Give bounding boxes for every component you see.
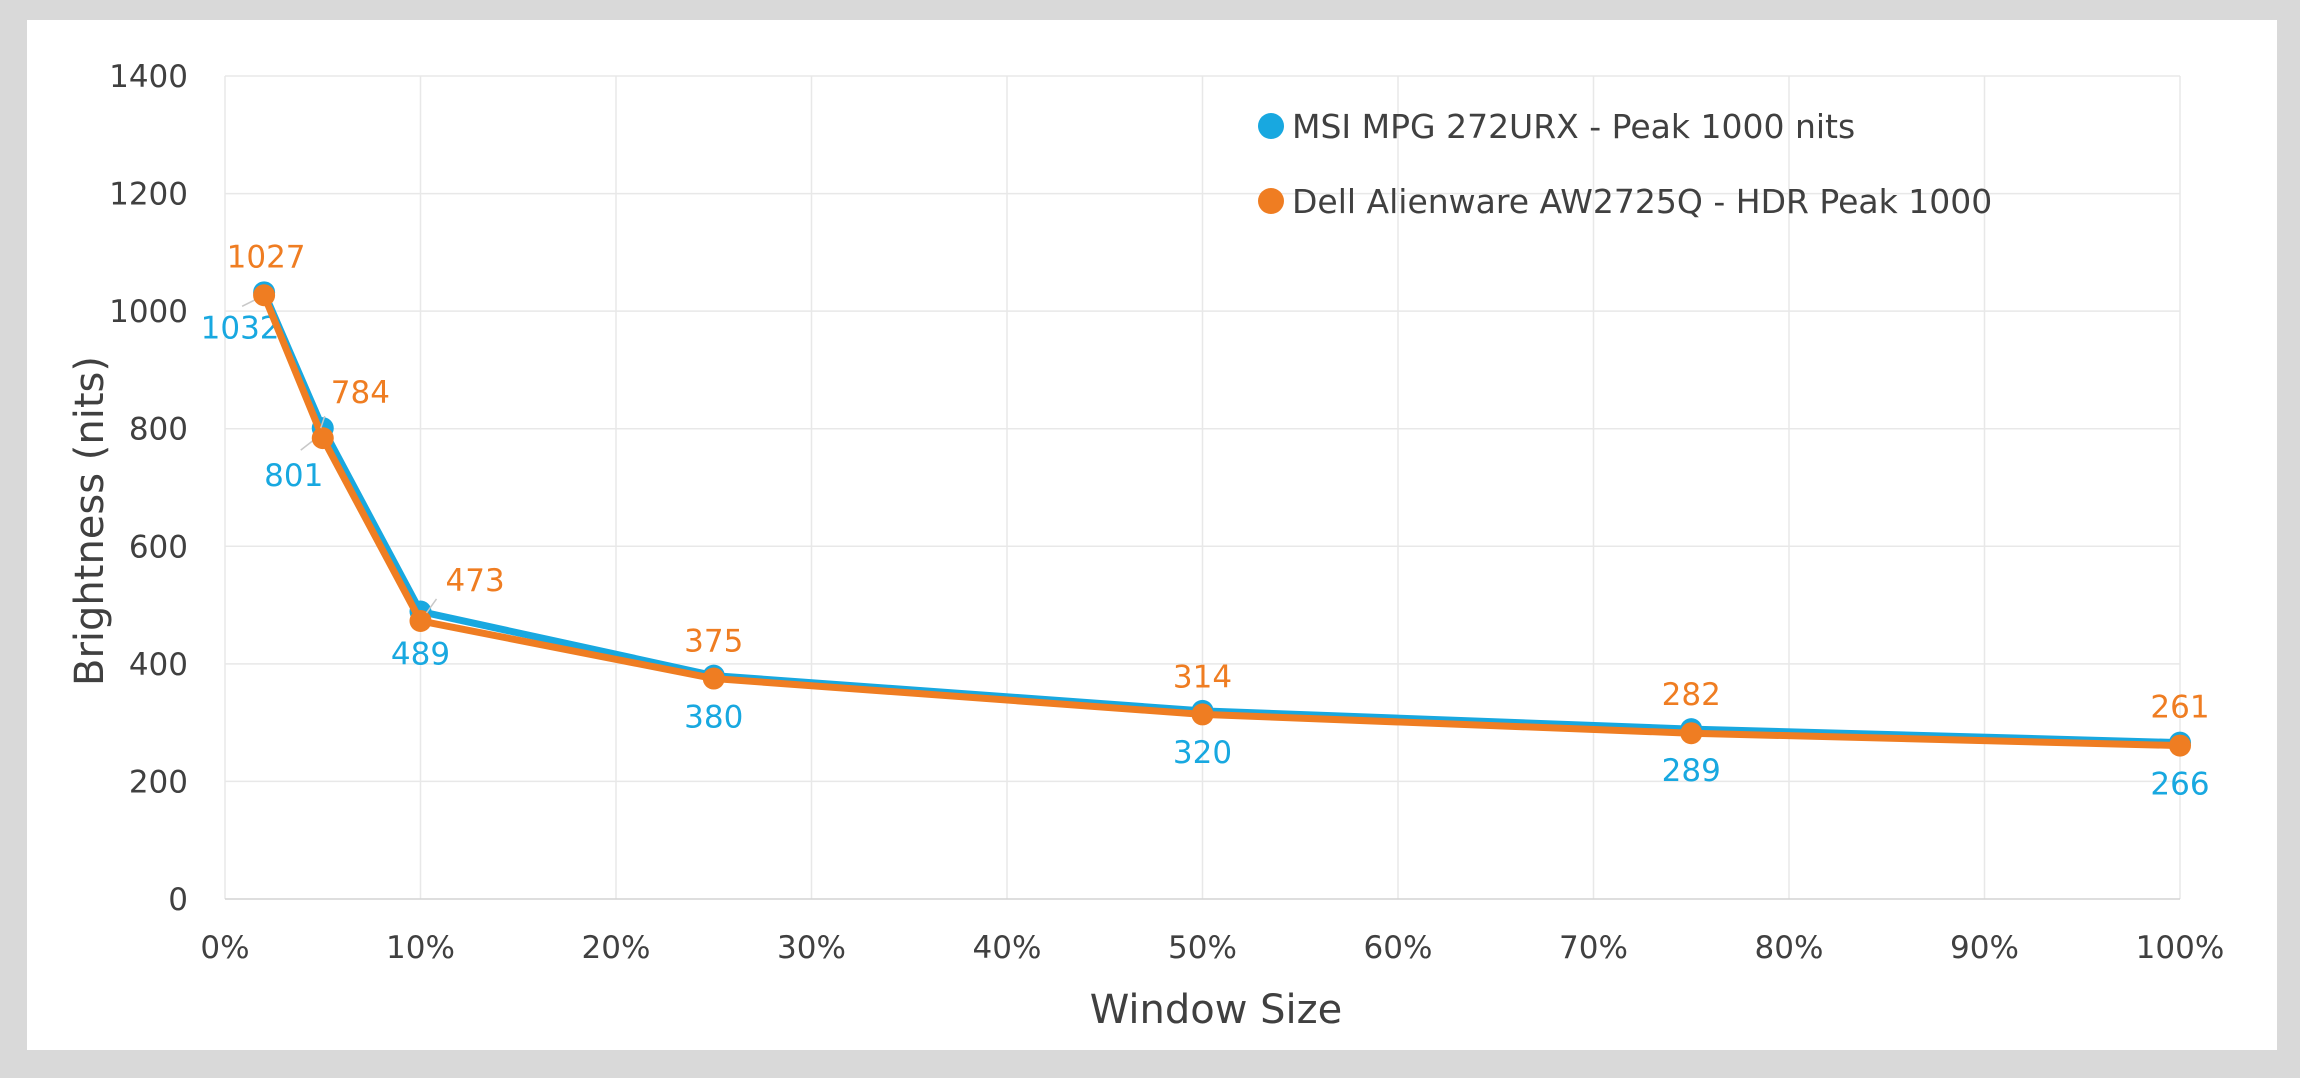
x-tick-label: 100% bbox=[2136, 930, 2225, 966]
series-1: 1027 784 473 375 314 282 261 bbox=[227, 239, 2210, 757]
data-point bbox=[1191, 703, 1214, 726]
data-label: 266 bbox=[2150, 767, 2209, 803]
x-tick-label: 80% bbox=[1755, 930, 1824, 966]
x-tick-label: 50% bbox=[1168, 930, 1237, 966]
data-label: 289 bbox=[1662, 753, 1721, 789]
data-point bbox=[311, 427, 334, 450]
x-tick-label: 0% bbox=[200, 930, 249, 966]
legend-label-msi: MSI MPG 272URX - Peak 1000 nits bbox=[1292, 107, 1855, 146]
label-leader-line bbox=[425, 598, 438, 614]
legend-label-dell: Dell Alienware AW2725Q - HDR Peak 1000 bbox=[1292, 182, 1992, 221]
data-point bbox=[253, 284, 276, 307]
y-tick-label: 800 bbox=[129, 412, 188, 448]
legend-marker-dell bbox=[1258, 188, 1284, 214]
y-tick-label: 600 bbox=[129, 529, 188, 565]
chart-panel: 0% 10% 20% 30% 40% 50% 60% 70% 80% 90% 100% 0 200 40… bbox=[27, 20, 2277, 1050]
x-tick-label: 20% bbox=[582, 930, 651, 966]
x-axis-title: Window Size bbox=[1090, 987, 1343, 1033]
grid bbox=[224, 75, 2181, 900]
y-tick-label: 1200 bbox=[109, 177, 188, 213]
label-leader-line bbox=[320, 415, 326, 429]
y-tick-label: 1400 bbox=[109, 59, 188, 95]
plot-area: 1032 801 489 380 320 289 266 1027 784 473 375 314 28… bbox=[201, 239, 2210, 802]
brightness-line-chart: 0% 10% 20% 30% 40% 50% 60% 70% 80% 90% 100% 0 200 40… bbox=[67, 59, 2224, 1033]
y-axis-title: Brightness (nits) bbox=[67, 356, 113, 686]
data-point bbox=[409, 609, 432, 632]
data-label: 784 bbox=[331, 375, 390, 411]
x-tick-labels: 0% 10% 20% 30% 40% 50% 60% 70% 80% 90% 100% bbox=[200, 930, 2224, 966]
legend: MSI MPG 272URX - Peak 1000 nits Dell Ali… bbox=[1258, 107, 1992, 221]
x-tick-label: 10% bbox=[386, 930, 455, 966]
data-label: 801 bbox=[264, 458, 323, 494]
data-label: 314 bbox=[1173, 659, 1232, 695]
x-tick-label: 90% bbox=[1950, 930, 2019, 966]
data-label: 473 bbox=[446, 563, 505, 599]
x-tick-label: 40% bbox=[973, 930, 1042, 966]
y-tick-label: 0 bbox=[168, 882, 188, 918]
data-point bbox=[2169, 734, 2191, 757]
x-tick-label: 70% bbox=[1559, 930, 1628, 966]
y-tick-label: 400 bbox=[129, 647, 188, 683]
data-label: 1027 bbox=[227, 239, 306, 275]
data-label: 261 bbox=[2150, 690, 2209, 726]
y-tick-label: 200 bbox=[129, 764, 188, 800]
data-label: 375 bbox=[684, 624, 743, 660]
y-tick-label: 1000 bbox=[109, 294, 188, 330]
data-label: 1032 bbox=[201, 310, 280, 346]
data-point bbox=[702, 667, 725, 690]
data-label: 489 bbox=[391, 637, 450, 673]
data-point bbox=[1680, 722, 1703, 745]
data-label: 282 bbox=[1662, 677, 1721, 713]
y-tick-labels: 0 200 400 600 800 1000 1200 1400 bbox=[109, 59, 188, 918]
legend-marker-msi bbox=[1258, 113, 1284, 139]
x-tick-label: 30% bbox=[777, 930, 846, 966]
x-tick-label: 60% bbox=[1364, 930, 1433, 966]
data-label: 380 bbox=[684, 700, 743, 736]
data-label: 320 bbox=[1173, 735, 1232, 771]
